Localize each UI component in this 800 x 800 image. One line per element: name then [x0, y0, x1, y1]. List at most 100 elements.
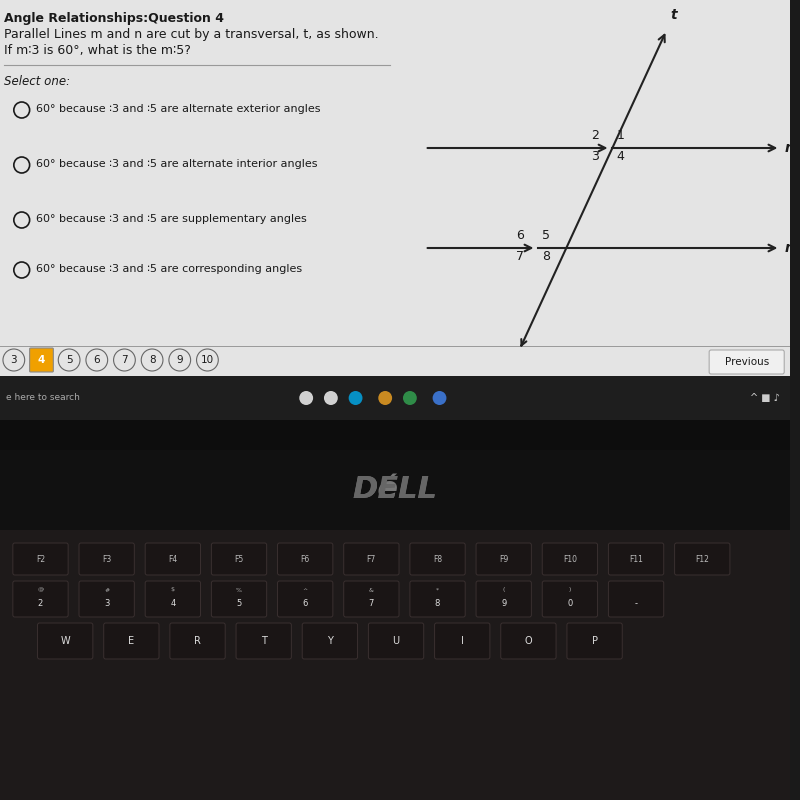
Bar	[0, 450, 790, 530]
FancyBboxPatch shape	[476, 543, 531, 575]
FancyBboxPatch shape	[211, 543, 266, 575]
FancyBboxPatch shape	[79, 581, 134, 617]
FancyBboxPatch shape	[344, 581, 399, 617]
Text: 5: 5	[542, 229, 550, 242]
Text: 3: 3	[10, 355, 17, 365]
Bar	[0, 530, 790, 800]
Text: R: R	[194, 636, 201, 646]
Text: W: W	[60, 636, 70, 646]
Text: F5: F5	[234, 554, 244, 563]
Circle shape	[324, 391, 338, 405]
Circle shape	[299, 391, 313, 405]
Text: T: T	[261, 636, 266, 646]
FancyBboxPatch shape	[211, 581, 266, 617]
Text: n: n	[784, 241, 794, 255]
Text: Y: Y	[327, 636, 333, 646]
Text: 0: 0	[567, 599, 573, 609]
FancyBboxPatch shape	[13, 581, 68, 617]
Text: If m∶3 is 60°, what is the m∶5?: If m∶3 is 60°, what is the m∶5?	[4, 44, 191, 57]
FancyBboxPatch shape	[609, 543, 664, 575]
FancyBboxPatch shape	[674, 543, 730, 575]
Text: F7: F7	[366, 554, 376, 563]
Text: F8: F8	[433, 554, 442, 563]
FancyBboxPatch shape	[236, 623, 291, 659]
Text: I: I	[461, 636, 464, 646]
FancyBboxPatch shape	[501, 623, 556, 659]
FancyBboxPatch shape	[30, 348, 54, 372]
FancyBboxPatch shape	[369, 623, 424, 659]
Text: @: @	[38, 587, 43, 593]
Text: 10: 10	[201, 355, 214, 365]
Text: F6: F6	[301, 554, 310, 563]
Bar	[0, 376, 790, 420]
Text: -: -	[634, 599, 638, 609]
Text: 8: 8	[542, 250, 550, 263]
FancyBboxPatch shape	[410, 581, 466, 617]
Bar	[0, 0, 790, 376]
Text: t: t	[670, 8, 678, 22]
Text: 5: 5	[236, 599, 242, 609]
Text: &: &	[369, 587, 374, 593]
Text: #: #	[104, 587, 110, 593]
Text: 9: 9	[177, 355, 183, 365]
Text: %: %	[236, 587, 242, 593]
Text: 6: 6	[517, 229, 525, 242]
Text: ^ ■ ♪: ^ ■ ♪	[750, 393, 780, 403]
Text: *: *	[436, 587, 439, 593]
FancyBboxPatch shape	[709, 350, 784, 374]
Text: F9: F9	[499, 554, 508, 563]
Text: O: O	[525, 636, 532, 646]
FancyBboxPatch shape	[145, 581, 201, 617]
Text: 7: 7	[517, 250, 525, 263]
FancyBboxPatch shape	[38, 623, 93, 659]
Text: ^: ^	[302, 587, 308, 593]
Text: 7: 7	[369, 599, 374, 609]
Text: 6: 6	[94, 355, 100, 365]
Text: 8: 8	[149, 355, 155, 365]
FancyBboxPatch shape	[410, 543, 466, 575]
Text: 60° because ∶3 and ∶5 are alternate exterior angles: 60° because ∶3 and ∶5 are alternate exte…	[35, 104, 320, 114]
FancyBboxPatch shape	[567, 623, 622, 659]
Text: Angle Relationships:Question 4: Angle Relationships:Question 4	[4, 12, 224, 25]
Text: 6: 6	[302, 599, 308, 609]
Text: m: m	[784, 141, 798, 155]
Text: E: E	[128, 636, 134, 646]
FancyBboxPatch shape	[79, 543, 134, 575]
Text: 4: 4	[616, 150, 624, 163]
Circle shape	[378, 391, 392, 405]
Circle shape	[349, 391, 362, 405]
FancyBboxPatch shape	[170, 623, 225, 659]
FancyBboxPatch shape	[344, 543, 399, 575]
FancyBboxPatch shape	[13, 543, 68, 575]
Text: $: $	[171, 587, 175, 593]
FancyBboxPatch shape	[302, 623, 358, 659]
Text: 60° because ∶3 and ∶5 are alternate interior angles: 60° because ∶3 and ∶5 are alternate inte…	[35, 159, 317, 169]
Text: F10: F10	[563, 554, 577, 563]
Text: Parallel Lines m and n are cut by a transversal, t, as shown.: Parallel Lines m and n are cut by a tran…	[4, 28, 378, 41]
Text: 4: 4	[38, 355, 45, 365]
Text: 60° because ∶3 and ∶5 are corresponding angles: 60° because ∶3 and ∶5 are corresponding …	[35, 264, 302, 274]
Circle shape	[403, 391, 417, 405]
Text: 9: 9	[501, 599, 506, 609]
Text: F2: F2	[36, 554, 45, 563]
Text: ): )	[569, 587, 571, 593]
Text: 7: 7	[121, 355, 128, 365]
Text: Previous: Previous	[725, 357, 769, 367]
Text: 60° because ∶3 and ∶5 are supplementary angles: 60° because ∶3 and ∶5 are supplementary …	[35, 214, 306, 224]
Text: Select one:: Select one:	[4, 75, 70, 88]
Text: 3: 3	[104, 599, 110, 609]
Text: 4: 4	[170, 599, 175, 609]
Text: 3: 3	[590, 150, 598, 163]
FancyBboxPatch shape	[476, 581, 531, 617]
Bar	[0, 420, 790, 450]
FancyBboxPatch shape	[145, 543, 201, 575]
FancyBboxPatch shape	[434, 623, 490, 659]
Text: F3: F3	[102, 554, 111, 563]
Text: 5: 5	[66, 355, 73, 365]
FancyBboxPatch shape	[542, 543, 598, 575]
Text: P: P	[591, 636, 598, 646]
FancyBboxPatch shape	[542, 581, 598, 617]
Text: 8: 8	[435, 599, 440, 609]
Text: F4: F4	[168, 554, 178, 563]
FancyBboxPatch shape	[278, 581, 333, 617]
